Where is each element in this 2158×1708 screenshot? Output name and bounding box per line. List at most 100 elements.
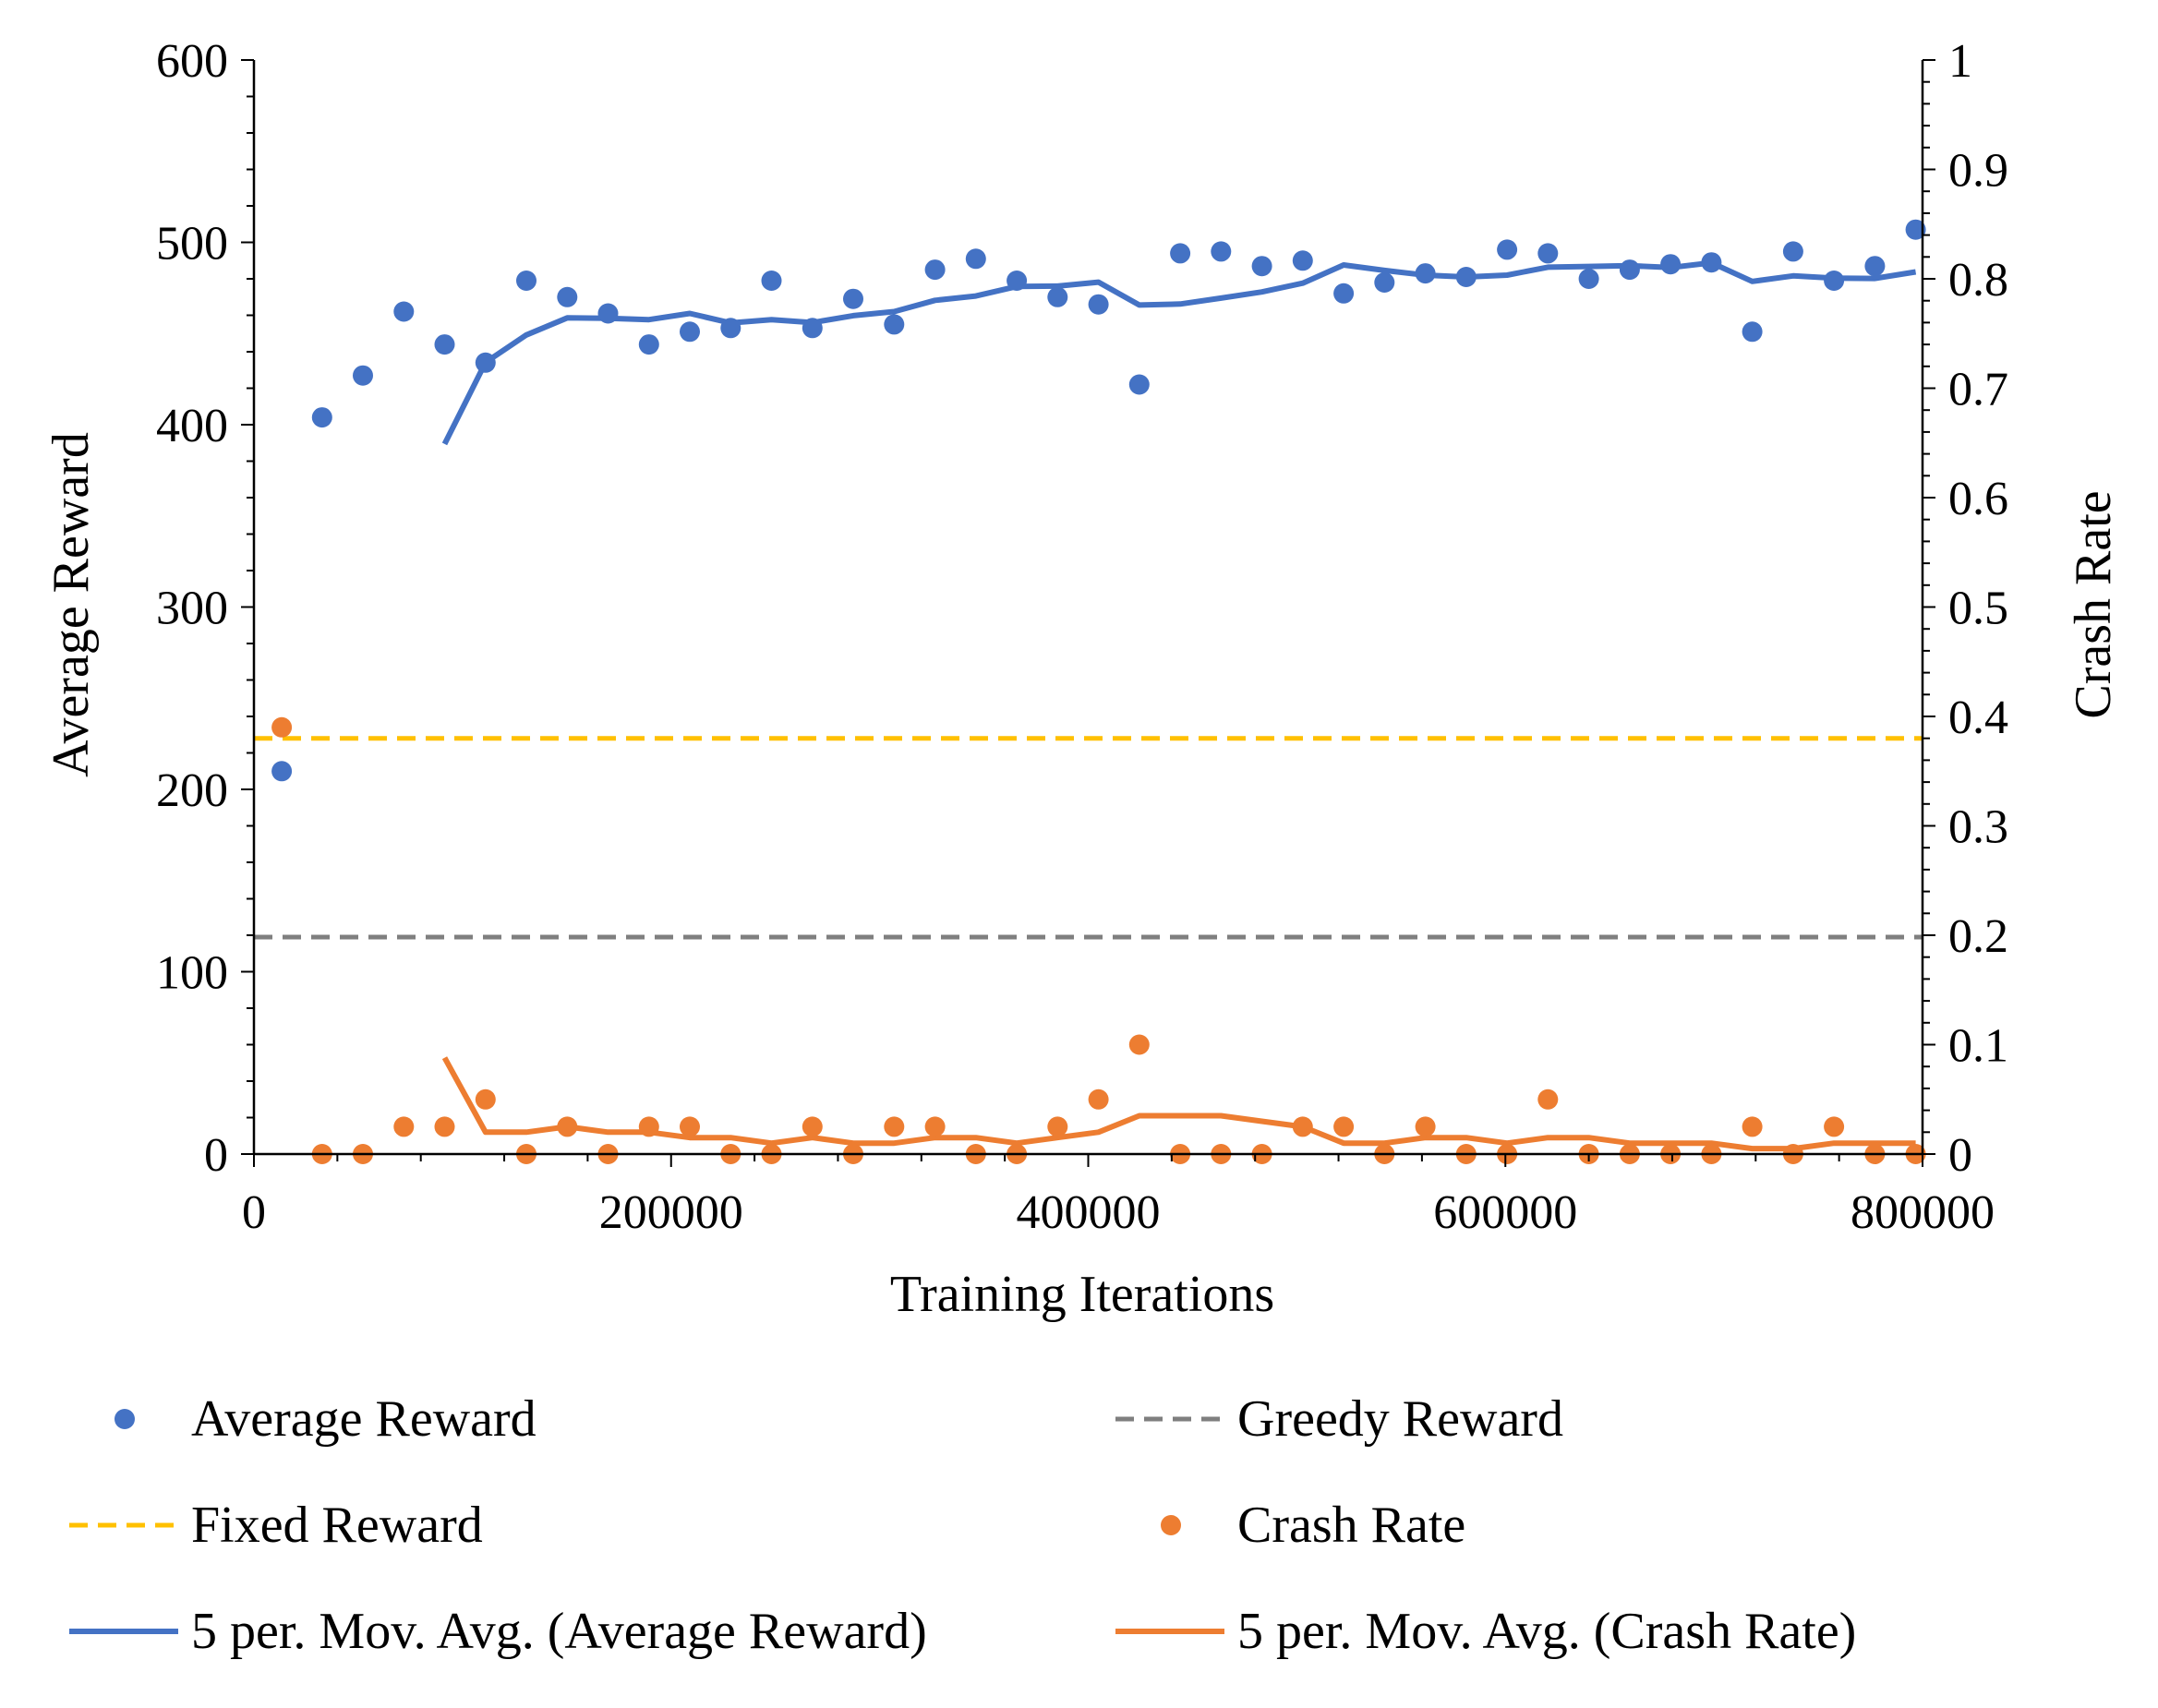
y-tick-label: 200 [156, 764, 228, 817]
crash-rate-moving-average-line [441, 1056, 1916, 1152]
average-reward-point [1088, 294, 1109, 315]
average-reward-point [1415, 263, 1436, 284]
average-reward-point [1047, 286, 1068, 307]
average-reward-point [680, 321, 700, 343]
y2-tick-label: 0.3 [1948, 801, 2008, 854]
series-layer [254, 219, 1926, 1164]
average-reward-point [1455, 267, 1477, 287]
crash-rate-point [1047, 1116, 1068, 1137]
y-tick-label: 300 [156, 583, 228, 635]
average-reward-point [1497, 239, 1518, 260]
legend: Average Reward Greedy Reward Fixed Reward C… [69, 1390, 1856, 1660]
crash-rate-point [271, 716, 293, 738]
y2-tick-label: 0.8 [1948, 254, 2008, 307]
legend-item-crash-rate: Crash Rate [1161, 1497, 1465, 1554]
average-reward-point [1619, 259, 1640, 281]
crash-rate-point [638, 1116, 659, 1137]
average-reward-point [393, 301, 415, 322]
x-tick-label: 400000 [1017, 1186, 1161, 1239]
average-reward-point [1211, 241, 1232, 262]
y2-tick-label: 1 [1948, 35, 1972, 88]
average-reward-point [1782, 241, 1803, 262]
average-reward-point [434, 334, 455, 355]
average-reward-point [761, 271, 782, 291]
crash-rate-point [1292, 1116, 1313, 1137]
crash-rate-point [1537, 1089, 1559, 1110]
average-reward-point [720, 318, 741, 339]
y2-tick-label: 0 [1948, 1129, 1972, 1182]
legend-label: 5 per. Mov. Avg. (Crash Rate) [1237, 1603, 1856, 1660]
average-reward-point [1374, 272, 1395, 293]
x-tick-label: 200000 [599, 1186, 743, 1239]
crash-rate-point [680, 1116, 700, 1137]
x-tick-label: 600000 [1433, 1186, 1577, 1239]
y-tick-label: 600 [156, 35, 228, 88]
crash-rate-point [1128, 1034, 1150, 1055]
legend-label: Average Reward [191, 1390, 536, 1448]
crash-rate-point [557, 1116, 578, 1137]
y-tick-label: 100 [156, 947, 228, 1000]
y2-tick-label: 0.9 [1948, 145, 2008, 198]
average-reward-point [1251, 256, 1272, 277]
crash-rate-point [802, 1116, 823, 1137]
average-reward-point [843, 288, 863, 309]
y2-tick-label: 0.1 [1948, 1020, 2008, 1073]
y2-tick-label: 0.7 [1948, 364, 2008, 416]
y-tick-label: 0 [204, 1129, 228, 1182]
average-reward-point [1007, 271, 1028, 291]
y-tick-label: 500 [156, 218, 228, 271]
axes-layer: 0 100 200 300 400 500 600 0 0.1 0.2 0.3 0.4 0.5 0.6 0.… [156, 35, 2008, 1239]
average-reward-point [924, 259, 946, 281]
x-tick-label: 800000 [1851, 1186, 1995, 1239]
x-tick-label: 0 [242, 1186, 266, 1239]
crash-rate-point [1088, 1089, 1109, 1110]
average-reward-point [475, 352, 496, 373]
average-reward-point [271, 761, 293, 782]
crash-rate-point [884, 1116, 905, 1137]
y-axis-title: Average Reward [42, 432, 100, 777]
legend-label: Greedy Reward [1237, 1390, 1563, 1448]
average-reward-point [1333, 283, 1355, 304]
crash-rate-point [434, 1116, 455, 1137]
average-reward-point [1905, 219, 1926, 240]
crash-rate-point [475, 1089, 496, 1110]
crash-rate-point [924, 1116, 946, 1137]
average-reward-point [1864, 256, 1886, 277]
y2-tick-label: 0.2 [1948, 910, 2008, 963]
average-reward-point [1824, 271, 1845, 291]
average-reward-point [802, 318, 823, 339]
legend-item-greedy-reward: Greedy Reward [1115, 1390, 1563, 1448]
x-axis-title: Training Iterations [890, 1266, 1274, 1323]
average-reward-point [1701, 252, 1722, 273]
y-tick-label: 400 [156, 400, 228, 452]
average-reward-point [1742, 321, 1763, 343]
average-reward-point [353, 365, 373, 386]
average-reward-point [1128, 374, 1150, 395]
average-reward-point [884, 314, 905, 335]
average-reward-point [557, 286, 578, 307]
y2-tick-label: 0.6 [1948, 473, 2008, 525]
legend-item-5-per-mov-avg-average-reward: 5 per. Mov. Avg. (Average Reward) [69, 1603, 927, 1660]
legend-item-fixed-reward: Fixed Reward [69, 1497, 483, 1554]
legend-label: Crash Rate [1237, 1497, 1465, 1554]
average-reward-point [1660, 254, 1682, 275]
crash-rate-point [393, 1116, 415, 1137]
legend-item-5-per-mov-avg-crash-rate: 5 per. Mov. Avg. (Crash Rate) [1115, 1603, 1856, 1660]
crash-rate-point [1415, 1116, 1436, 1137]
y2-tick-label: 0.4 [1948, 692, 2008, 744]
y2-axis-title: Crash Rate [2065, 490, 2122, 718]
legend-item-average-reward: Average Reward [115, 1390, 536, 1448]
crash-rate-point [1742, 1116, 1763, 1137]
reward-moving-average-line [441, 259, 1917, 446]
legend-marker [115, 1409, 135, 1429]
legend-label: Fixed Reward [191, 1497, 483, 1554]
average-reward-point [311, 407, 332, 428]
crash-rate-point [1333, 1116, 1355, 1137]
crash-rate-point [1824, 1116, 1845, 1137]
average-reward-point [1537, 243, 1559, 264]
average-reward-point [965, 248, 986, 270]
average-reward-point [1578, 269, 1599, 289]
legend-label: 5 per. Mov. Avg. (Average Reward) [191, 1603, 927, 1660]
average-reward-point [516, 271, 536, 291]
